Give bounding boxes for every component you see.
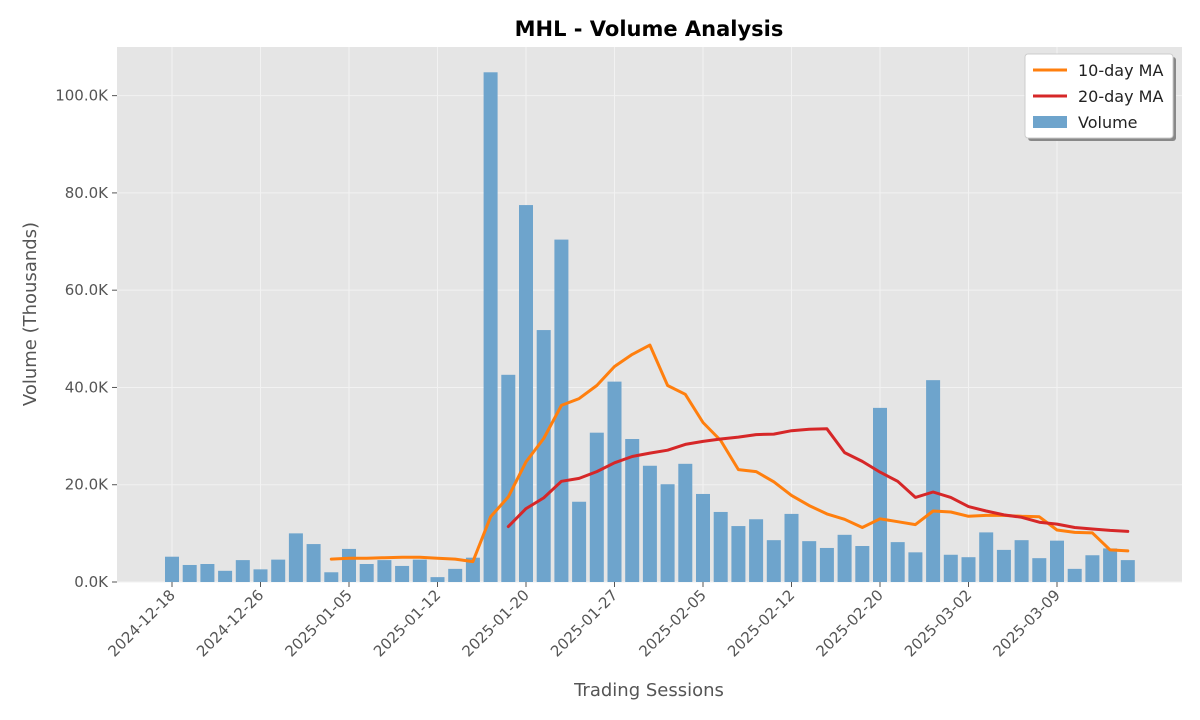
legend: 10-day MA 20-day MA Volume	[1024, 53, 1176, 141]
legend-swatch-bar	[1033, 116, 1067, 128]
volume-bar	[572, 501, 587, 582]
y-tick-label: 80.0K	[65, 184, 109, 202]
volume-bar	[731, 526, 746, 582]
volume-bar	[589, 432, 604, 582]
x-tick-label: 2024-12-18	[104, 586, 178, 660]
x-axis: 2024-12-18 2024-12-26 2025-01-05 2025-01-12…	[104, 582, 1064, 660]
volume-bar	[554, 239, 569, 582]
volume-bar	[890, 542, 905, 582]
volume-bar	[501, 374, 516, 582]
volume-bar	[1103, 548, 1118, 582]
volume-bar	[784, 513, 799, 582]
volume-bars	[165, 72, 1135, 583]
y-tick-label: 60.0K	[65, 281, 109, 299]
legend-label: 10-day MA	[1078, 61, 1163, 80]
x-tick-label: 2024-12-26	[193, 586, 267, 660]
volume-bar	[465, 557, 480, 582]
volume-bar	[660, 484, 675, 582]
volume-bar	[696, 493, 710, 582]
volume-bar	[324, 572, 339, 582]
volume-bar	[519, 205, 533, 582]
y-axis-title: Volume (Thousands)	[20, 222, 41, 406]
x-tick-label: 2025-01-12	[370, 586, 444, 660]
x-tick-label: 2025-01-20	[458, 586, 532, 660]
series-line-ma20	[506, 427, 1130, 533]
volume-bar	[607, 381, 622, 582]
volume-bar	[412, 559, 427, 582]
volume-bar	[766, 540, 781, 582]
chart-title: MHL - Volume Analysis	[515, 17, 784, 41]
y-tick-label: 0.0K	[74, 573, 109, 591]
x-axis-title: Trading Sessions	[573, 680, 724, 701]
volume-bar	[713, 511, 728, 582]
x-tick-label: 2025-03-09	[989, 586, 1063, 660]
volume-bar	[802, 541, 817, 582]
volume-bar	[642, 465, 657, 582]
volume-bar	[395, 565, 410, 582]
volume-bar	[359, 564, 374, 582]
volume-bar	[200, 564, 215, 582]
volume-bar	[819, 547, 834, 582]
volume-bar	[536, 330, 551, 582]
y-axis: 0.0K 20.0K 40.0K 60.0K 80.0K 100.0K	[55, 87, 117, 591]
volume-bar	[483, 72, 498, 583]
volume-bar	[165, 556, 179, 582]
volume-bar	[430, 577, 445, 582]
volume-bar	[306, 544, 321, 582]
x-tick-label: 2025-03-02	[901, 586, 975, 660]
legend-label: 20-day MA	[1078, 87, 1163, 106]
volume-bar	[1050, 540, 1064, 582]
volume-bar	[873, 407, 887, 582]
volume-bar	[943, 554, 958, 582]
series-line-ma10	[329, 343, 1130, 564]
volume-bar	[749, 519, 764, 582]
volume-bar	[1085, 555, 1100, 582]
volume-bar	[235, 560, 250, 582]
volume-bar	[342, 548, 356, 582]
volume-bar	[996, 549, 1011, 582]
x-tick-label: 2025-02-20	[812, 586, 886, 660]
volume-bar	[855, 546, 870, 582]
x-tick-label: 2025-02-05	[635, 586, 709, 660]
volume-bar	[1014, 540, 1029, 582]
volume-bar	[979, 532, 994, 582]
volume-bar	[961, 557, 976, 582]
volume-bar	[182, 564, 197, 582]
volume-bar	[377, 560, 392, 582]
volume-bar	[288, 533, 303, 582]
volume-bar	[678, 463, 693, 582]
legend-label: Volume	[1078, 113, 1138, 132]
volume-bar	[908, 552, 923, 582]
volume-bar	[218, 570, 233, 582]
volume-bar	[625, 439, 640, 582]
x-tick-label: 2025-01-05	[281, 586, 355, 660]
x-tick-label: 2025-02-12	[724, 586, 798, 660]
y-tick-label: 20.0K	[65, 476, 109, 494]
volume-bar	[837, 534, 852, 582]
volume-bar	[1120, 560, 1135, 582]
x-tick-label: 2025-01-27	[547, 586, 621, 660]
volume-bar	[1067, 568, 1082, 582]
volume-bar	[448, 568, 463, 582]
volume-bar	[253, 569, 268, 582]
moving-average-lines	[329, 343, 1130, 564]
y-tick-label: 40.0K	[65, 378, 109, 396]
volume-bar	[926, 380, 941, 582]
y-tick-label: 100.0K	[55, 87, 109, 105]
volume-bar	[271, 559, 286, 582]
volume-bar	[1032, 558, 1047, 582]
